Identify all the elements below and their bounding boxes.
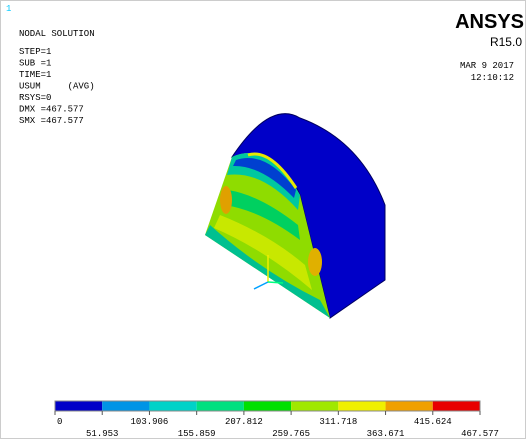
legend-label: 155.859	[178, 429, 216, 439]
info-line: SMX =467.577	[19, 116, 84, 126]
legend-swatch	[149, 401, 196, 411]
legend-label: 0	[57, 417, 62, 427]
legend-label: 363.671	[367, 429, 405, 439]
info-line: STEP=1	[19, 47, 51, 57]
legend-swatch	[244, 401, 291, 411]
legend-swatch	[291, 401, 338, 411]
legend-label: 259.765	[272, 429, 310, 439]
legend-label: 51.953	[86, 429, 118, 439]
legend-label: 415.624	[414, 417, 452, 427]
window-number: 1	[6, 4, 11, 14]
plot-date: MAR 9 2017	[460, 61, 514, 71]
legend-swatch	[386, 401, 433, 411]
info-line: DMX =467.577	[19, 105, 84, 115]
plot-time: 12:10:12	[471, 73, 514, 83]
legend-swatch	[102, 401, 149, 411]
legend-label: 467.577	[461, 429, 499, 439]
info-line: SUB =1	[19, 59, 51, 69]
legend-swatch	[433, 401, 480, 411]
legend-label: 103.906	[131, 417, 169, 427]
brand-version: R15.0	[490, 35, 522, 49]
info-line: TIME=1	[19, 70, 51, 80]
legend-label: 207.812	[225, 417, 263, 427]
legend-swatch	[55, 401, 102, 411]
ansys-window: 1 NODAL SOLUTION STEP=1 SUB =1TIME=1 USUM …	[0, 0, 526, 439]
legend-swatch	[197, 401, 244, 411]
info-line: RSYS=0	[19, 93, 51, 103]
plot-title: NODAL SOLUTION	[19, 29, 95, 39]
legend-label: 311.718	[319, 417, 357, 427]
legend-swatch	[338, 401, 385, 411]
info-line: USUM (AVG)	[19, 82, 95, 92]
brand-name: ANSYS	[455, 11, 524, 33]
